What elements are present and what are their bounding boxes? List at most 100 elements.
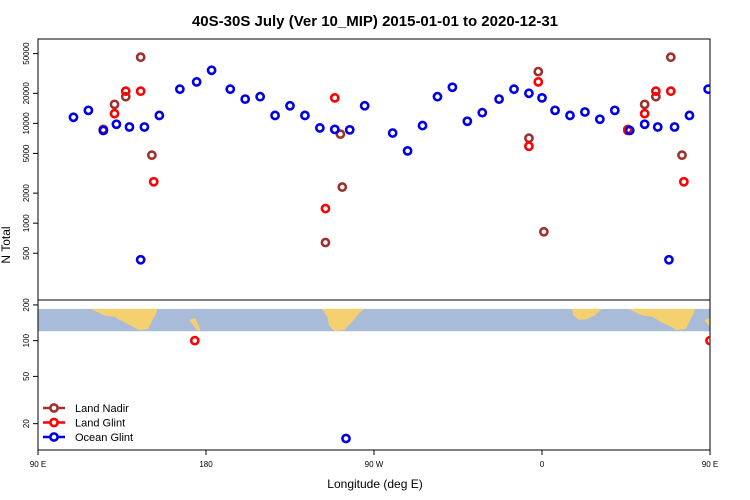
data-point bbox=[524, 133, 534, 144]
data-point bbox=[240, 94, 251, 104]
data-point bbox=[329, 92, 340, 103]
data-point bbox=[206, 65, 217, 76]
data-point bbox=[462, 116, 473, 127]
y-tick-label: 20 bbox=[22, 419, 31, 428]
data-point bbox=[109, 99, 120, 110]
data-point bbox=[402, 145, 413, 156]
land-mass bbox=[627, 308, 696, 331]
x-tick-label: 90 E bbox=[30, 460, 46, 469]
data-point bbox=[665, 86, 676, 97]
data-point bbox=[314, 123, 325, 133]
x-axis: 90 E 180 90 W 0 90 E bbox=[30, 450, 718, 469]
data-point bbox=[148, 176, 159, 187]
land-mass bbox=[704, 317, 710, 328]
data-point bbox=[174, 84, 185, 95]
x-tick-label: 90 E bbox=[702, 460, 718, 469]
data-point bbox=[565, 110, 575, 121]
y-tick-label: 100 bbox=[22, 333, 31, 347]
data-point bbox=[639, 119, 650, 130]
chart-title: 40S-30S July (Ver 10_MIP) 2015-01-01 to … bbox=[192, 13, 558, 30]
x-axis-label: Longitude (deg E) bbox=[327, 477, 422, 491]
land-map-band bbox=[38, 308, 710, 332]
data-point bbox=[255, 91, 266, 102]
data-point bbox=[320, 237, 331, 248]
legend-marker bbox=[49, 403, 59, 413]
data-point bbox=[191, 77, 202, 87]
data-point bbox=[703, 84, 710, 95]
data-point bbox=[477, 107, 488, 118]
upper-scatter-points bbox=[68, 52, 726, 265]
data-point bbox=[120, 91, 131, 102]
data-point bbox=[719, 78, 726, 85]
y-tick-label: 10000 bbox=[22, 112, 31, 135]
ocean-band bbox=[38, 308, 710, 332]
data-point bbox=[652, 122, 663, 132]
legend-label: Land Glint bbox=[75, 418, 125, 430]
land-mass bbox=[90, 308, 158, 331]
data-point bbox=[494, 94, 504, 104]
data-point bbox=[320, 203, 331, 214]
data-point bbox=[225, 84, 236, 95]
data-point bbox=[533, 77, 544, 87]
data-point bbox=[189, 335, 200, 346]
legend: Land Nadir Land Glint Ocean Glint bbox=[43, 403, 133, 444]
data-point bbox=[550, 105, 560, 116]
data-point bbox=[609, 105, 620, 116]
data-point bbox=[285, 100, 295, 111]
y-tick-label: 20000 bbox=[22, 82, 31, 105]
data-point bbox=[109, 108, 120, 119]
data-point bbox=[359, 100, 370, 111]
data-point bbox=[705, 335, 710, 346]
data-point bbox=[68, 112, 79, 123]
legend-label: Land Nadir bbox=[75, 403, 129, 415]
data-point bbox=[344, 124, 355, 135]
legend-marker bbox=[49, 432, 59, 442]
y-tick-label: 5000 bbox=[22, 144, 31, 162]
data-point bbox=[417, 120, 428, 131]
data-point bbox=[120, 86, 131, 97]
data-point bbox=[335, 129, 346, 140]
upper-panel-frame bbox=[37, 38, 711, 301]
data-point bbox=[665, 52, 676, 63]
data-point bbox=[329, 124, 340, 135]
data-point bbox=[341, 433, 351, 444]
y-tick-label: 500 bbox=[22, 246, 31, 260]
y-tick-label: 200 bbox=[22, 298, 31, 312]
x-tick-label: 0 bbox=[540, 460, 545, 469]
data-point bbox=[300, 110, 310, 121]
data-point bbox=[270, 110, 280, 121]
legend-label: Ocean Glint bbox=[75, 432, 133, 444]
land-mass bbox=[321, 308, 365, 332]
data-point bbox=[650, 86, 661, 97]
data-point bbox=[98, 125, 109, 136]
data-point bbox=[139, 122, 150, 132]
y-tick-label: 1000 bbox=[22, 214, 31, 232]
data-point bbox=[669, 122, 680, 132]
data-point bbox=[447, 82, 458, 93]
land-mass bbox=[189, 317, 201, 332]
data-point bbox=[664, 254, 674, 265]
legend-marker bbox=[49, 417, 59, 428]
data-point bbox=[639, 99, 650, 110]
data-point bbox=[639, 108, 650, 119]
data-point bbox=[533, 66, 544, 77]
data-point bbox=[135, 254, 146, 265]
data-point bbox=[135, 52, 146, 63]
data-point bbox=[509, 84, 519, 95]
data-point bbox=[537, 92, 547, 103]
data-point bbox=[524, 88, 534, 99]
data-point bbox=[154, 110, 165, 121]
data-point bbox=[538, 226, 549, 237]
data-point bbox=[524, 141, 534, 152]
land-mass bbox=[571, 308, 602, 321]
data-point bbox=[432, 91, 443, 102]
upper-y-axis: 500 1000 2000 5000 10000 20000 50000 bbox=[22, 42, 38, 260]
data-point bbox=[678, 176, 689, 187]
data-point bbox=[111, 119, 122, 130]
x-tick-label: 180 bbox=[199, 460, 213, 469]
data-point bbox=[83, 105, 94, 116]
data-point bbox=[650, 91, 661, 102]
lower-y-axis: 20 50 100 200 bbox=[22, 298, 38, 428]
y-tick-label: 2000 bbox=[22, 184, 31, 202]
